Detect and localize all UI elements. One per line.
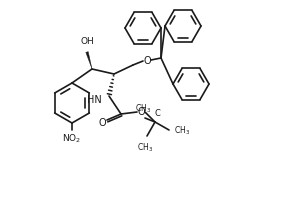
Polygon shape xyxy=(86,52,92,70)
Text: CH$_3$: CH$_3$ xyxy=(137,141,153,154)
Text: O: O xyxy=(137,107,145,116)
Text: HN: HN xyxy=(87,95,102,104)
Text: O: O xyxy=(98,117,106,127)
Text: NO$_2$: NO$_2$ xyxy=(62,132,82,145)
Text: CH$_3$: CH$_3$ xyxy=(174,124,190,137)
Text: OH: OH xyxy=(80,37,94,46)
Text: C: C xyxy=(154,109,160,117)
Text: O: O xyxy=(143,56,151,66)
Text: CH$_3$: CH$_3$ xyxy=(135,102,151,115)
